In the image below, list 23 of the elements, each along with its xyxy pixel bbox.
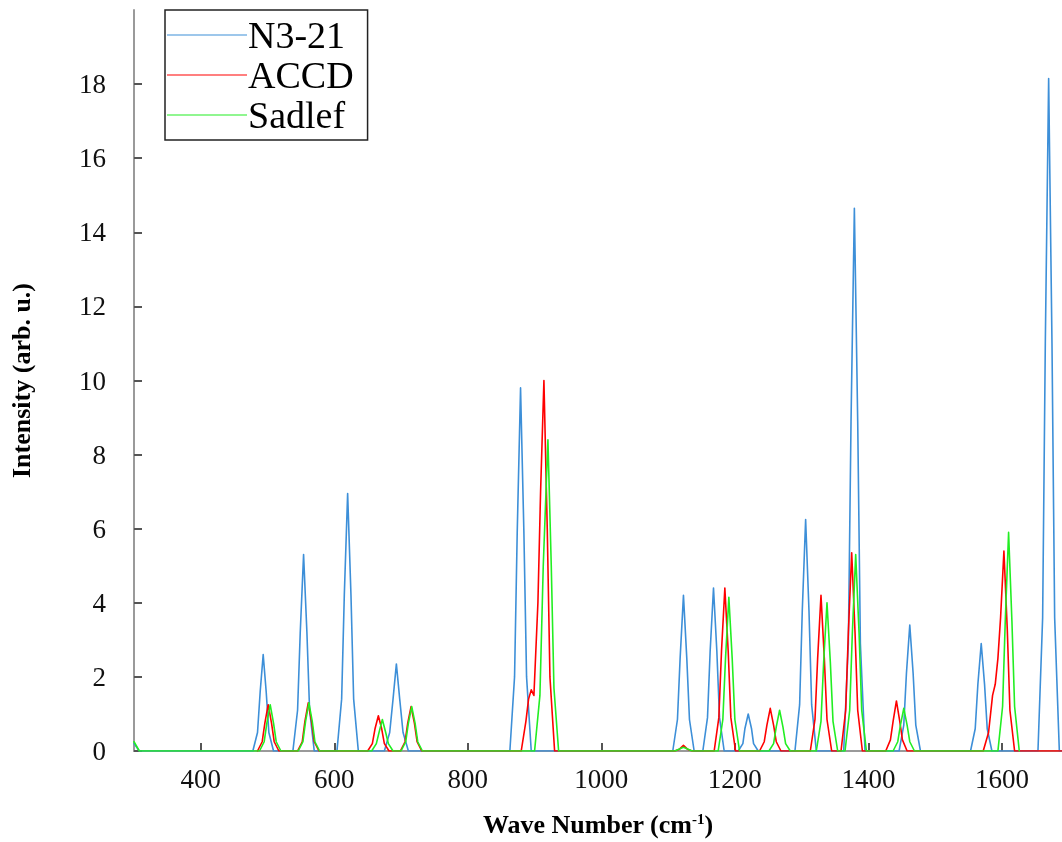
x-tick-label: 600 — [314, 763, 355, 794]
y-tick-label: 16 — [79, 143, 106, 174]
y-tick-label: 6 — [92, 513, 106, 544]
x-tick-label: 1400 — [841, 763, 896, 794]
x-tick-label: 1000 — [574, 763, 629, 794]
y-tick-label: 12 — [79, 291, 106, 322]
y-axis-title: Intensity (arb. u.) — [6, 282, 36, 479]
x-tick-label: 1600 — [974, 763, 1029, 794]
y-tick-label: 18 — [79, 69, 106, 100]
line-series — [256, 379, 1062, 752]
y-tick-label: 0 — [92, 736, 106, 766]
legend-label: Sadlef — [248, 94, 346, 136]
legend-label: ACCD — [248, 54, 354, 96]
x-tick-label: 1200 — [707, 763, 762, 794]
y-tick-label: 2 — [92, 661, 106, 692]
legend-label: N3-21 — [248, 14, 346, 56]
y-tick-label: 10 — [79, 365, 106, 396]
line-series — [133, 438, 1021, 752]
x-tick-label: 800 — [447, 763, 489, 794]
y-tick-label: 14 — [79, 217, 107, 248]
x-tick-label: 400 — [180, 763, 222, 794]
y-tick-label: 8 — [92, 439, 106, 470]
y-tick-label: 4 — [92, 587, 107, 618]
